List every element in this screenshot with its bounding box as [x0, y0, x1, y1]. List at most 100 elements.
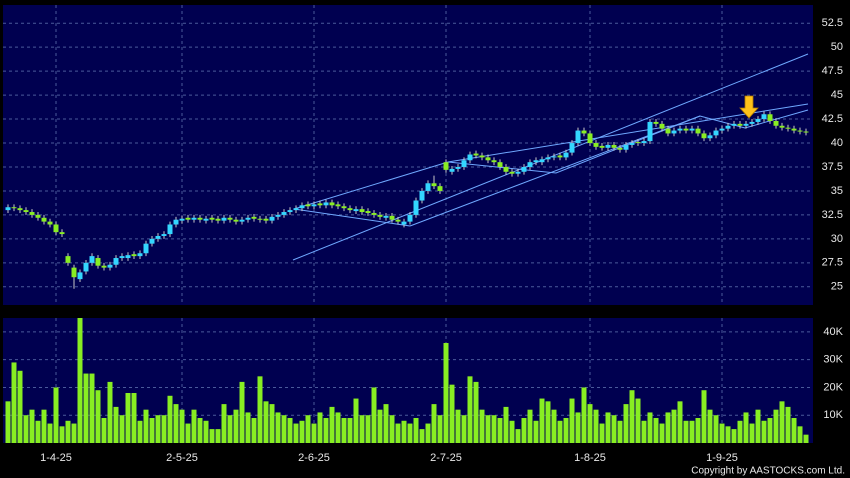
candle-body [341, 206, 347, 209]
volume-bar [317, 412, 323, 443]
candle-body [503, 166, 509, 172]
candle-body [653, 121, 659, 124]
volume-bar [407, 423, 413, 443]
candle-body [407, 214, 413, 222]
candle-body [527, 162, 533, 167]
volume-bar [605, 412, 611, 443]
candle-body [161, 234, 167, 236]
volume-bar [23, 415, 29, 443]
candle-body [641, 141, 647, 144]
trend-lines [292, 53, 809, 261]
y-tick-label: 20K [823, 381, 843, 393]
candle-body [599, 145, 605, 148]
candle-body [347, 208, 353, 211]
candle-body [617, 147, 623, 150]
volume-bar [125, 393, 131, 443]
candle-body [461, 160, 467, 167]
volume-bar [653, 418, 659, 443]
volume-bar [251, 418, 257, 443]
volume-bar [485, 415, 491, 443]
volume-bar [617, 420, 623, 443]
y-tick-label: 30 [831, 233, 843, 245]
volume-bar [41, 409, 47, 443]
candle-body [299, 205, 305, 209]
candle-body [23, 210, 29, 213]
y-tick-label: 42.5 [822, 113, 843, 125]
volume-bar [395, 423, 401, 443]
candle-body [239, 219, 245, 222]
candle-body [443, 162, 449, 170]
volume-bar [797, 426, 803, 443]
volume-bar [383, 404, 389, 443]
candle-body [509, 171, 515, 174]
candle-body [551, 156, 557, 158]
candle-body [305, 204, 311, 207]
candle-body [689, 128, 695, 131]
volume-bar [563, 418, 569, 443]
volume-bar [623, 404, 629, 443]
volume-bar [527, 409, 533, 443]
volume-bar [77, 318, 83, 443]
volume-bar [233, 409, 239, 443]
candle-body [713, 130, 719, 136]
volume-bar [635, 398, 641, 443]
volume-bar [245, 412, 251, 443]
volume-bar [173, 404, 179, 443]
x-tick-label: 1-8-25 [574, 452, 606, 464]
volume-bar [221, 404, 227, 443]
volume-bar [785, 406, 791, 443]
candle-body [683, 128, 689, 131]
volume-bar [767, 418, 773, 443]
candle-body [251, 216, 257, 219]
y-tick-label: 40 [831, 137, 843, 149]
volume-bar [719, 423, 725, 443]
candle-body [185, 217, 191, 220]
x-tick-label: 1-4-25 [40, 452, 72, 464]
candle-body [635, 142, 641, 144]
candle-body [323, 202, 329, 206]
candle-body [671, 130, 677, 134]
volume-bar [191, 409, 197, 443]
candle-body [83, 262, 89, 272]
volume-bar [17, 370, 23, 443]
candle-body [467, 154, 473, 161]
volume-bar [53, 387, 59, 443]
volume-bar [521, 418, 527, 443]
candle-body [737, 123, 743, 126]
volume-bar [167, 395, 173, 443]
candle-body [353, 209, 359, 212]
volume-bar [467, 376, 473, 443]
volume-bar [725, 426, 731, 443]
volume-bar [749, 423, 755, 443]
candle-body [359, 209, 365, 213]
volume-bar [209, 429, 215, 443]
price-panel [3, 5, 813, 305]
volume-bar [143, 409, 149, 443]
candle-body [149, 238, 155, 244]
volume-bar [185, 423, 191, 443]
volume-bar [779, 401, 785, 443]
candle-body [425, 183, 431, 191]
candle-body [65, 256, 71, 263]
candle-body [59, 232, 65, 235]
candle-body [17, 208, 23, 211]
candle-body [53, 224, 59, 233]
candle-body [773, 120, 779, 126]
volume-bar [731, 429, 737, 443]
candle-body [245, 217, 251, 220]
candle-body [731, 123, 737, 126]
volume-bar [755, 409, 761, 443]
volume-bar [707, 409, 713, 443]
candle-body [647, 121, 653, 142]
candle-body [179, 218, 185, 221]
y-tick-label: 27.5 [822, 257, 843, 269]
volume-bar [773, 409, 779, 443]
volume-bar [419, 429, 425, 443]
candle-body [581, 130, 587, 134]
trend-line [293, 109, 809, 210]
volume-bar [341, 418, 347, 443]
candle-body [11, 207, 17, 209]
candle-body [89, 256, 95, 263]
candle-body [767, 114, 773, 121]
